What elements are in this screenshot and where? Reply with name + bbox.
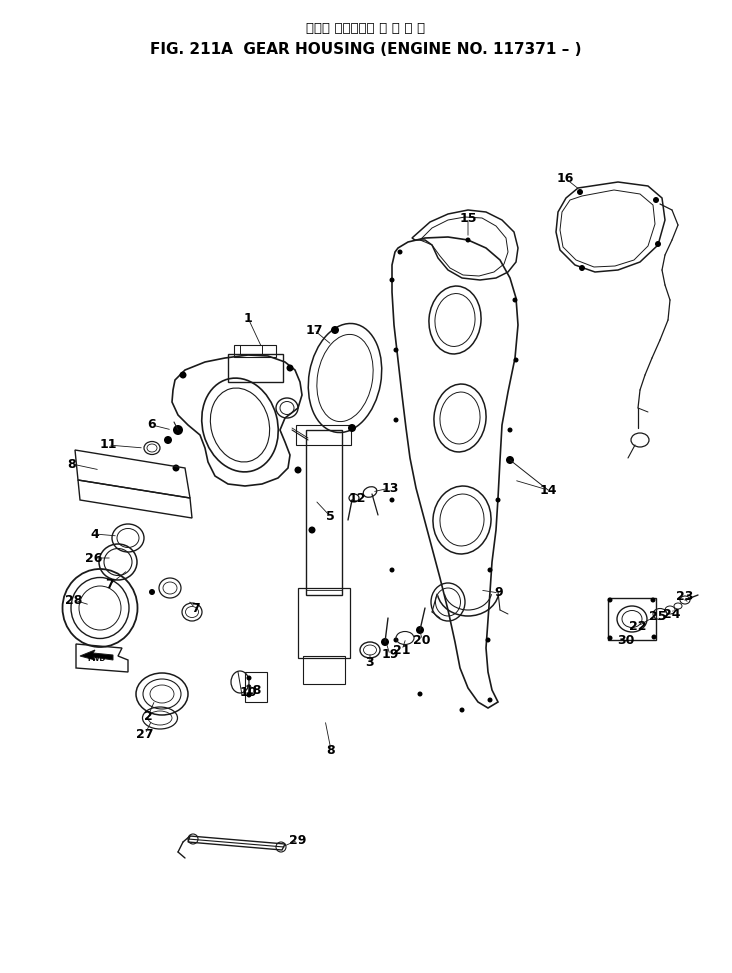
Circle shape bbox=[653, 197, 659, 203]
Circle shape bbox=[389, 277, 395, 282]
Bar bbox=[296, 425, 351, 445]
Text: 21: 21 bbox=[393, 643, 411, 657]
Circle shape bbox=[173, 464, 179, 472]
Text: 14: 14 bbox=[539, 484, 557, 496]
Bar bbox=[306, 430, 342, 595]
Circle shape bbox=[149, 589, 155, 595]
Text: 15: 15 bbox=[459, 211, 477, 225]
Circle shape bbox=[651, 597, 655, 602]
Circle shape bbox=[331, 326, 339, 334]
Text: 1: 1 bbox=[244, 311, 253, 325]
Circle shape bbox=[507, 427, 512, 433]
Circle shape bbox=[655, 241, 661, 247]
Text: 16: 16 bbox=[556, 171, 574, 185]
Circle shape bbox=[394, 347, 398, 352]
Text: 6: 6 bbox=[148, 418, 157, 431]
Text: 3: 3 bbox=[366, 657, 374, 669]
Circle shape bbox=[173, 425, 183, 435]
Circle shape bbox=[460, 707, 465, 712]
Text: 8: 8 bbox=[67, 457, 76, 471]
Text: 20: 20 bbox=[414, 633, 430, 646]
Circle shape bbox=[496, 497, 501, 502]
Text: 18: 18 bbox=[244, 683, 261, 697]
Polygon shape bbox=[80, 650, 113, 660]
Circle shape bbox=[416, 626, 424, 634]
Text: 30: 30 bbox=[617, 633, 635, 646]
Circle shape bbox=[389, 497, 395, 502]
Text: 11: 11 bbox=[100, 439, 116, 451]
Circle shape bbox=[294, 466, 302, 474]
Circle shape bbox=[506, 456, 514, 464]
Text: 10: 10 bbox=[239, 686, 257, 699]
Circle shape bbox=[381, 638, 389, 646]
Circle shape bbox=[579, 265, 585, 271]
Circle shape bbox=[577, 189, 583, 195]
Circle shape bbox=[514, 357, 518, 363]
Circle shape bbox=[247, 675, 252, 680]
Text: 13: 13 bbox=[381, 482, 399, 494]
Circle shape bbox=[485, 637, 490, 642]
Circle shape bbox=[394, 417, 398, 422]
Text: 5: 5 bbox=[326, 510, 335, 523]
Text: 26: 26 bbox=[86, 552, 102, 564]
Circle shape bbox=[394, 637, 398, 642]
Text: 28: 28 bbox=[65, 594, 83, 606]
Text: 7: 7 bbox=[105, 579, 113, 592]
Text: 17: 17 bbox=[305, 323, 323, 337]
Circle shape bbox=[488, 698, 493, 703]
Bar bbox=[245, 672, 267, 702]
Text: 2: 2 bbox=[143, 709, 152, 723]
Circle shape bbox=[348, 424, 356, 432]
Circle shape bbox=[488, 567, 493, 572]
Circle shape bbox=[247, 693, 252, 698]
Bar bbox=[234, 345, 276, 357]
Text: FWD: FWD bbox=[88, 656, 106, 662]
Text: 23: 23 bbox=[676, 590, 694, 602]
Circle shape bbox=[179, 372, 187, 378]
Circle shape bbox=[512, 298, 518, 303]
Text: 27: 27 bbox=[136, 728, 154, 740]
Circle shape bbox=[308, 526, 315, 533]
Bar bbox=[608, 598, 656, 640]
Text: 29: 29 bbox=[289, 834, 307, 847]
Circle shape bbox=[164, 436, 172, 444]
Text: 9: 9 bbox=[495, 587, 504, 599]
Circle shape bbox=[466, 237, 471, 242]
Bar bbox=[298, 588, 350, 658]
Text: 22: 22 bbox=[630, 620, 647, 632]
Circle shape bbox=[397, 249, 403, 255]
Bar bbox=[228, 354, 283, 382]
Circle shape bbox=[286, 365, 294, 372]
Text: 4: 4 bbox=[91, 527, 100, 540]
Circle shape bbox=[651, 634, 657, 639]
Circle shape bbox=[608, 597, 613, 602]
Text: 7: 7 bbox=[190, 601, 199, 615]
Text: 25: 25 bbox=[649, 610, 667, 624]
Text: 8: 8 bbox=[326, 743, 335, 756]
Bar bbox=[303, 656, 345, 684]
Text: 12: 12 bbox=[348, 491, 366, 504]
Circle shape bbox=[608, 635, 613, 640]
Text: 19: 19 bbox=[381, 648, 399, 662]
Circle shape bbox=[417, 692, 422, 697]
Circle shape bbox=[389, 567, 395, 572]
Text: FIG. 211A  GEAR HOUSING (ENGINE NO. 117371 – ): FIG. 211A GEAR HOUSING (ENGINE NO. 11737… bbox=[150, 43, 582, 57]
Text: ギヤー ハウジング 適 用 号 機: ギヤー ハウジング 適 用 号 機 bbox=[307, 21, 425, 34]
Text: 24: 24 bbox=[663, 607, 681, 621]
